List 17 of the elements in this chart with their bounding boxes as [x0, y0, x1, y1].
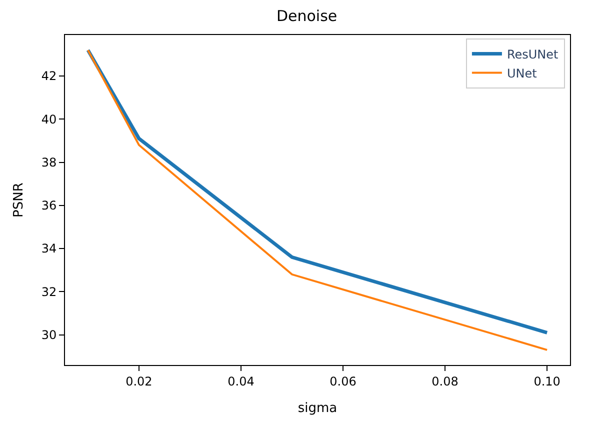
x-tick-label: 0.08	[432, 374, 458, 388]
y-tick-label: 38	[41, 155, 57, 170]
y-tick-label: 42	[41, 69, 57, 84]
y-tick-label: 40	[41, 112, 57, 126]
y-tick-label: 34	[41, 242, 57, 256]
y-tick-label: 32	[41, 284, 57, 299]
chart-title: Denoise	[276, 7, 338, 26]
x-axis-title: sigma	[298, 401, 338, 416]
legend-label: UNet	[506, 66, 538, 80]
x-tick-label: 0.06	[330, 374, 356, 388]
y-tick-label: 30	[41, 328, 57, 342]
x-tick-label: 0.04	[228, 374, 254, 388]
y-tick-label: 36	[41, 198, 57, 213]
x-tick-label: 0.02	[126, 374, 152, 388]
y-axis-title: PSNR	[11, 182, 26, 218]
legend-label: ResUNet	[506, 47, 559, 62]
x-tick-label: 0.10	[534, 374, 560, 388]
